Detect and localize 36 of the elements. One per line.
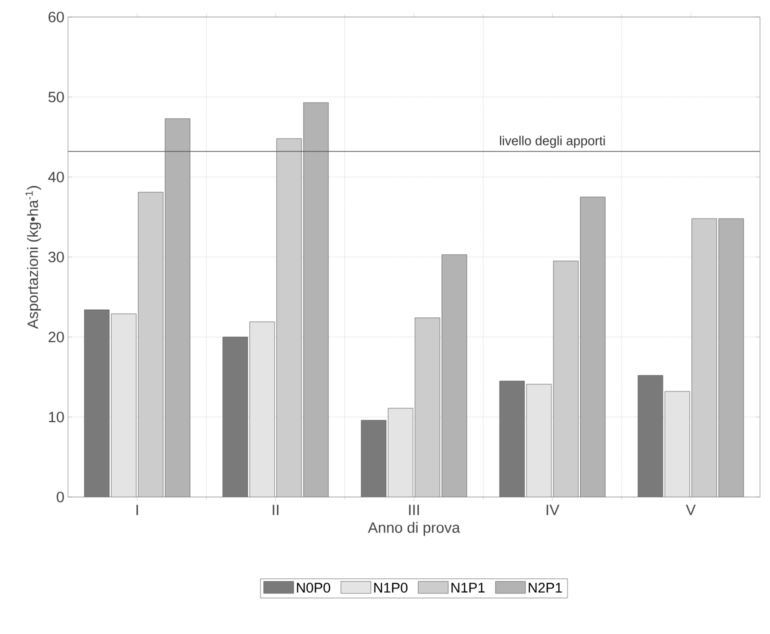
bar [276,138,302,498]
y-tick-label: 30 [48,252,64,262]
bar [165,118,190,498]
bar [414,318,440,498]
bar [664,391,690,498]
y-tick-label: 50 [48,92,64,102]
y-tick-label: 60 [48,12,64,22]
bar [84,310,110,498]
x-tick-label: III [409,504,419,516]
y-tick-label: 20 [48,332,64,342]
legend-label: N0P0 [296,582,330,593]
bar [361,420,386,498]
legend-label: N1P0 [374,582,408,593]
y-tick-label: 10 [49,412,64,422]
x-tick-label: II [272,504,278,516]
bar [250,322,275,498]
y-tick-label: 40 [48,172,64,182]
x-tick-label: I [136,504,138,516]
x-axis-title: Anno di prova [368,522,460,536]
x-tick-label: V [686,504,696,516]
bar [526,384,552,498]
bar [442,254,467,498]
bar [111,314,136,498]
bar [692,218,717,498]
legend-label: N1P1 [452,582,485,592]
x-tick-label: IV [546,504,560,516]
bar [718,218,744,498]
bar [580,197,606,498]
bar [138,192,164,498]
bar [388,408,414,498]
bar [304,102,328,498]
y-tick-label: 0 [56,492,64,502]
legend-label: N2P1 [528,582,562,593]
bar [553,261,578,498]
ref-line-label: livello degli apporti [500,136,605,148]
y-axis-title: Asportazioni (kg•ha$^{-1}$) [26,186,42,329]
